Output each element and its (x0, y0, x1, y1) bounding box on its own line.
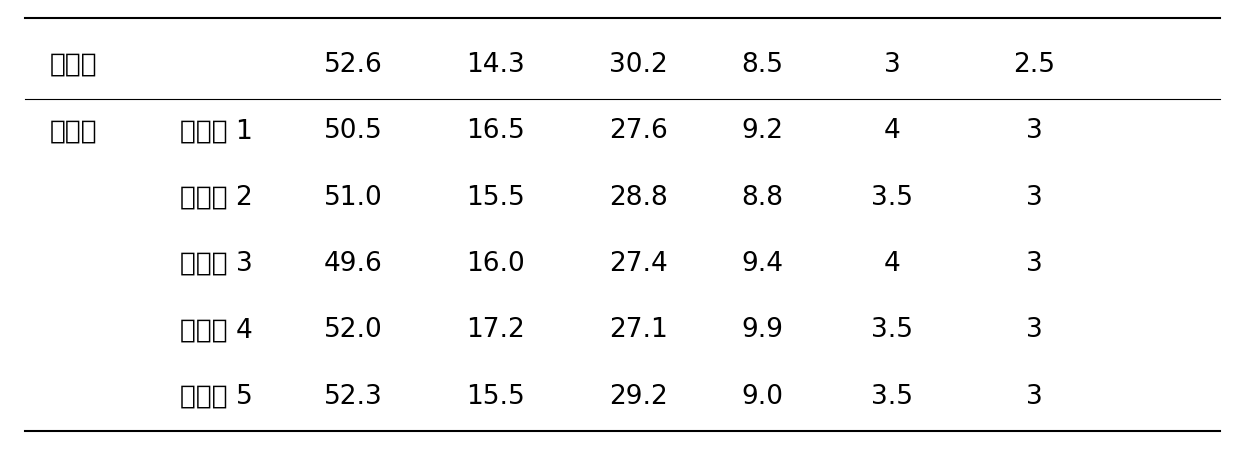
Text: 3: 3 (1026, 317, 1043, 343)
Text: 3: 3 (883, 52, 901, 78)
Text: 4: 4 (883, 251, 901, 277)
Text: 27.1: 27.1 (608, 317, 668, 343)
Text: 实施例 5: 实施例 5 (180, 384, 253, 410)
Text: 3: 3 (1026, 384, 1043, 410)
Text: 17.2: 17.2 (466, 317, 525, 343)
Text: 处理前: 处理前 (50, 52, 97, 78)
Text: 51.0: 51.0 (323, 185, 383, 211)
Text: 3.5: 3.5 (871, 317, 913, 343)
Text: 9.4: 9.4 (741, 251, 783, 277)
Text: 3: 3 (1026, 185, 1043, 211)
Text: 实施例 4: 实施例 4 (180, 317, 253, 343)
Text: 8.8: 8.8 (741, 185, 783, 211)
Text: 50.5: 50.5 (323, 118, 383, 144)
Text: 49.6: 49.6 (323, 251, 383, 277)
Text: 3: 3 (1026, 118, 1043, 144)
Text: 27.4: 27.4 (608, 251, 668, 277)
Text: 52.0: 52.0 (323, 317, 383, 343)
Text: 52.6: 52.6 (323, 52, 383, 78)
Text: 3.5: 3.5 (871, 384, 913, 410)
Text: 实施例 2: 实施例 2 (180, 185, 253, 211)
Text: 16.0: 16.0 (466, 251, 525, 277)
Text: 27.6: 27.6 (608, 118, 668, 144)
Text: 4: 4 (883, 118, 901, 144)
Text: 52.3: 52.3 (323, 384, 383, 410)
Text: 16.5: 16.5 (466, 118, 525, 144)
Text: 14.3: 14.3 (466, 52, 525, 78)
Text: 3.5: 3.5 (871, 185, 913, 211)
Text: 9.0: 9.0 (741, 384, 783, 410)
Text: 处理后: 处理后 (50, 118, 97, 144)
Text: 实施例 1: 实施例 1 (180, 118, 253, 144)
Text: 29.2: 29.2 (608, 384, 668, 410)
Text: 2.5: 2.5 (1014, 52, 1056, 78)
Text: 9.2: 9.2 (741, 118, 783, 144)
Text: 15.5: 15.5 (466, 185, 525, 211)
Text: 15.5: 15.5 (466, 384, 525, 410)
Text: 实施例 3: 实施例 3 (180, 251, 253, 277)
Text: 30.2: 30.2 (608, 52, 668, 78)
Text: 9.9: 9.9 (741, 317, 783, 343)
Text: 28.8: 28.8 (608, 185, 668, 211)
Text: 8.5: 8.5 (741, 52, 783, 78)
Text: 3: 3 (1026, 251, 1043, 277)
